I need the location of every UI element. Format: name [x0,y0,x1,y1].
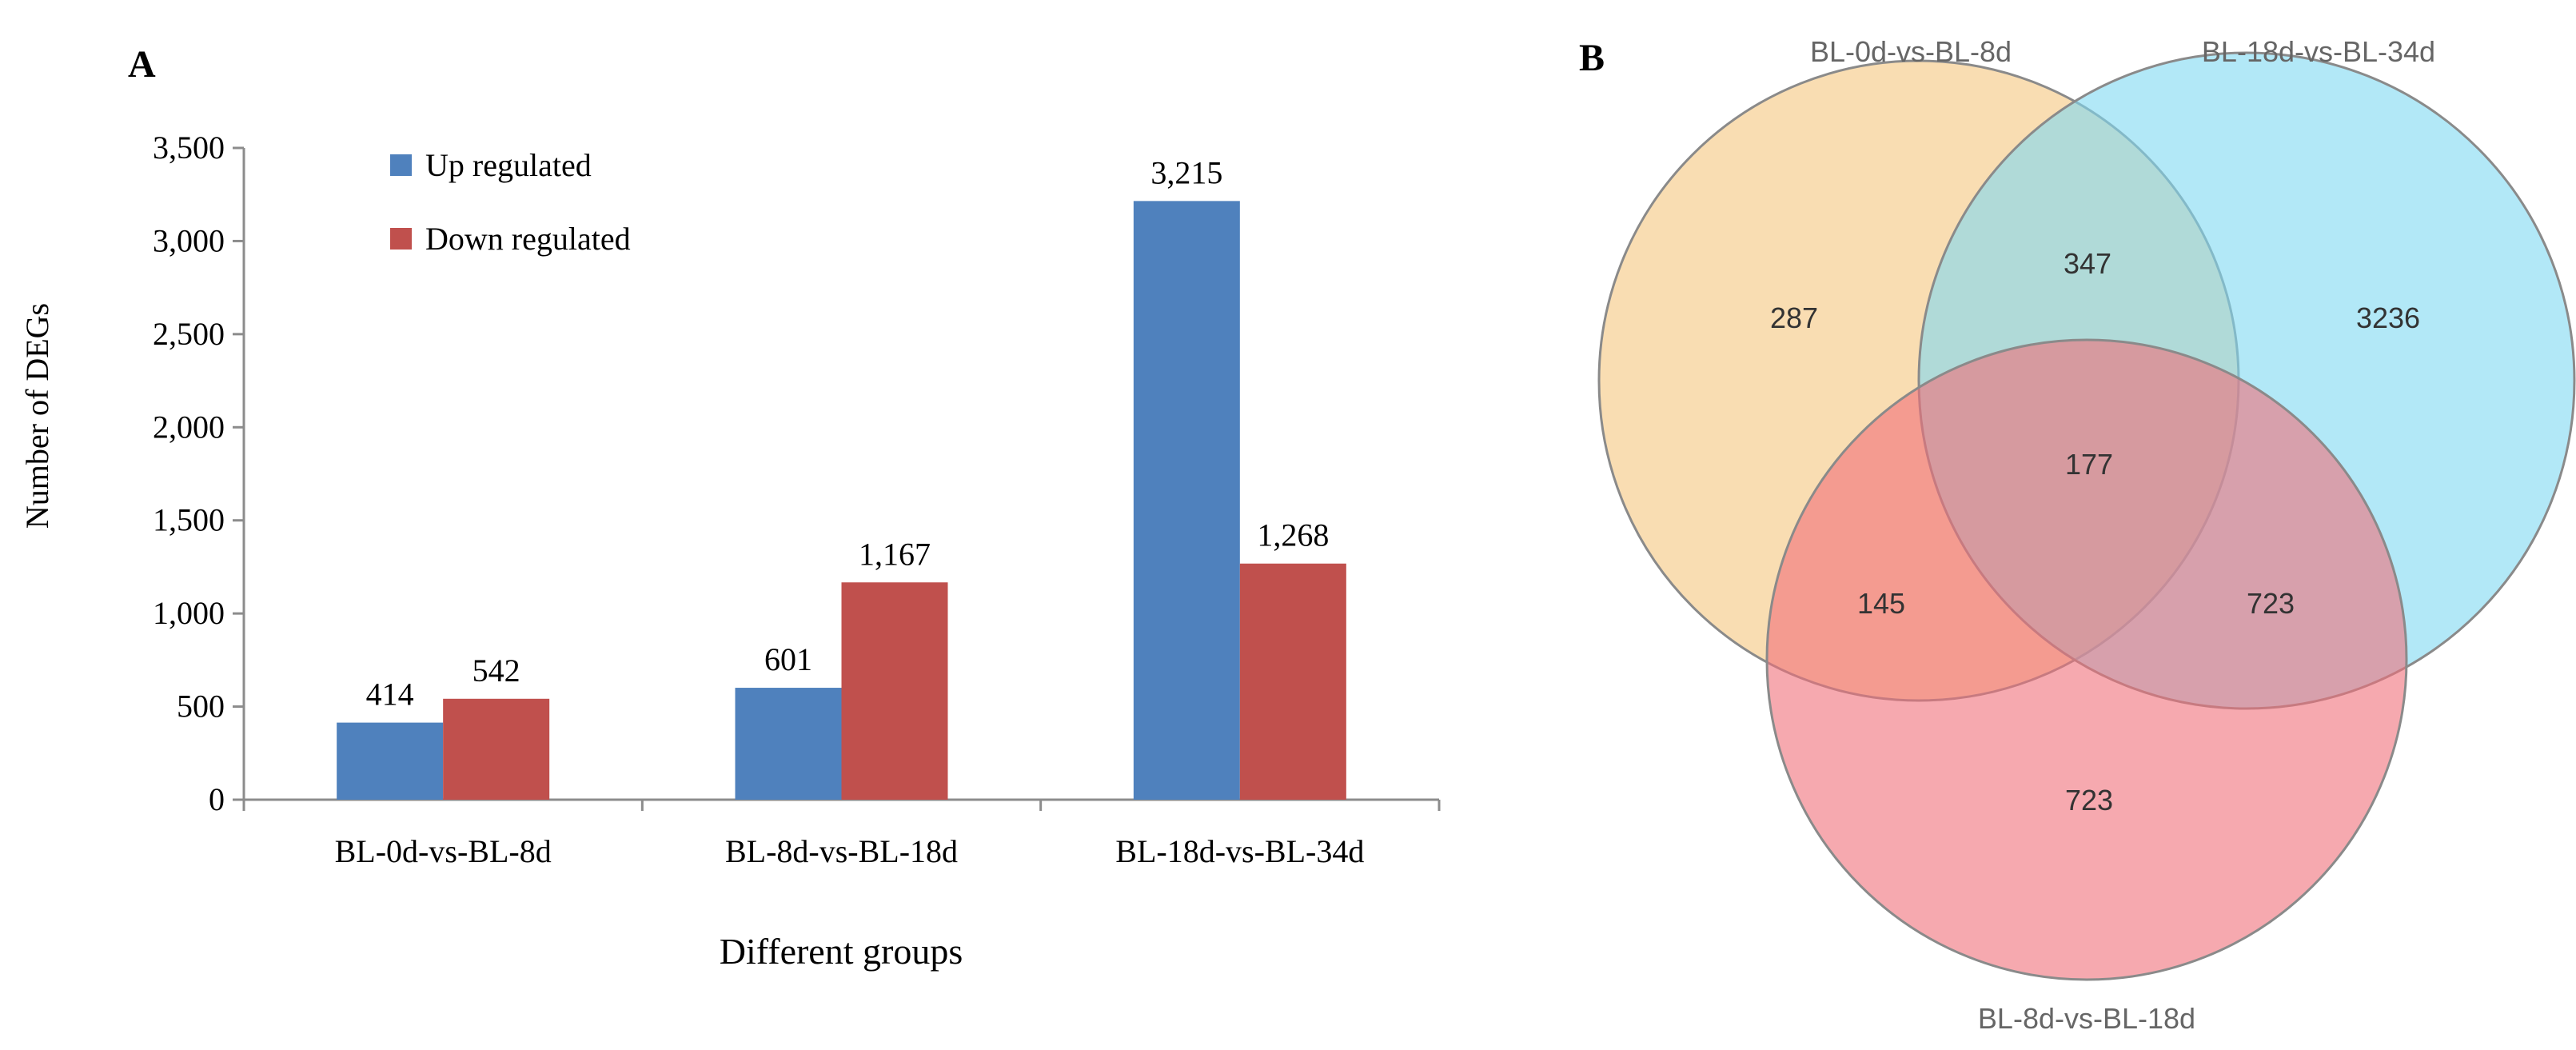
legend-label-down: Down regulated [425,221,631,257]
x-axis-title: Different groups [720,931,963,972]
x-category-label: BL-0d-vs-BL-8d [335,833,552,869]
legend-swatch-up [390,154,412,176]
venn-set-label-bl-18d-vs-bl-34d: BL-18d-vs-BL-34d [2202,35,2435,68]
legend-label-up: Up regulated [425,147,592,183]
bar-chart-panel: A Number of DEGs 0 500 1,000 1,500 2,000 2,50… [19,43,1441,972]
venn-count-0d-8d-and-8d-18d: 145 [1857,587,1905,620]
bar-up-bl-8d-vs-bl-18d [735,688,842,800]
venn-count-only-8d-18d: 723 [2065,784,2113,816]
venn-region-counts: 287 347 3236 177 145 723 723 [1770,247,2420,816]
y-tick-label: 500 [177,689,225,725]
venn-count-0d-8d-and-18d-34d: 347 [2064,247,2111,280]
venn-set-label-bl-8d-vs-bl-18d: BL-8d-vs-BL-18d [1978,1002,2195,1035]
y-tick-label: 2,500 [153,316,225,352]
venn-count-only-0d-8d: 287 [1770,301,1818,334]
y-ticks: 0 500 1,000 1,500 2,000 2,500 3,000 3,500 [153,130,244,817]
legend: Up regulated Down regulated [390,147,631,257]
y-tick-label: 2,000 [153,409,225,445]
legend-swatch-down [390,228,412,250]
venn-count-18d-34d-and-8d-18d: 723 [2247,587,2295,620]
y-tick-label: 1,500 [153,502,225,538]
bar-up-bl-18d-vs-bl-34d [1133,201,1240,800]
y-tick-label: 3,000 [153,222,225,258]
venn-circle-bl-8d-vs-bl-18d [1765,338,2408,981]
y-tick-label: 3,500 [153,130,225,166]
bar-data-label: 1,268 [1257,517,1329,553]
bar-data-label: 601 [764,641,812,677]
x-category-label: BL-18d-vs-BL-34d [1115,833,1364,869]
bar-down-bl-18d-vs-bl-34d [1239,563,1346,800]
panel-label-a: A [128,43,156,86]
venn-count-all-three: 177 [2065,448,2113,481]
venn-panel: B BL-0d-vs-BL-8d BL-18d-vs-BL-34d BL-8d-… [1579,35,2576,1035]
x-category-labels: BL-0d-vs-BL-8d BL-8d-vs-BL-18d BL-18d-vs-B… [335,833,1365,869]
bar-data-label: 414 [366,677,414,713]
panel-label-b: B [1579,37,1605,79]
x-category-label: BL-8d-vs-BL-18d [725,833,958,869]
y-axis-title: Number of DEGs [19,303,55,529]
venn-set-label-bl-0d-vs-bl-8d: BL-0d-vs-BL-8d [1810,35,2012,68]
bar-data-label: 1,167 [859,536,931,572]
bar-data-label: 3,215 [1150,154,1222,190]
bar-down-bl-0d-vs-bl-8d [443,698,550,800]
bar-up-bl-0d-vs-bl-8d [337,722,444,800]
bar-down-bl-8d-vs-bl-18d [841,582,948,800]
y-tick-label: 0 [209,781,225,817]
bar-data-labels: 414 542 601 1,167 3,215 1,268 [366,154,1330,712]
x-ticks [242,800,1441,811]
bar-data-label: 542 [473,653,520,689]
bars [337,201,1346,800]
venn-count-only-18d-34d: 3236 [2356,301,2420,334]
y-tick-label: 1,000 [153,595,225,631]
